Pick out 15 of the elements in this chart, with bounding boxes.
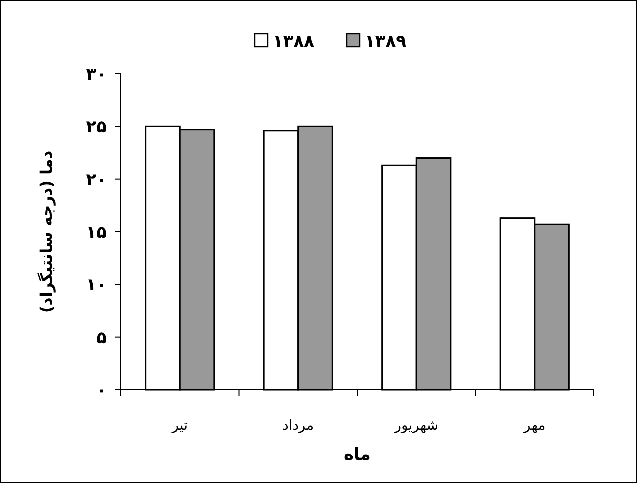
y-tick-label: ۳۰: [86, 65, 107, 85]
x-tick-label: مرداد: [282, 418, 314, 434]
x-tick-label: شهریور: [394, 418, 439, 434]
y-tick-label: ۰: [96, 381, 107, 401]
y-axis-title: دما (درجه سانتیگراد): [37, 150, 56, 314]
x-tick-label: تیر: [171, 418, 188, 434]
y-tick-label: ۵: [96, 328, 107, 348]
legend-label: ۱۳۸۸: [273, 32, 316, 52]
x-axis-title: ماه: [344, 445, 371, 465]
y-tick-label: ۲۰: [86, 170, 107, 190]
y-tick-label: ۱۵: [86, 223, 107, 243]
x-tick-label: مهر: [523, 418, 546, 434]
y-tick-label: ۱۰: [86, 276, 107, 296]
y-tick-label: ۲۵: [86, 118, 107, 138]
legend-label: ۱۳۸۹: [365, 32, 408, 52]
